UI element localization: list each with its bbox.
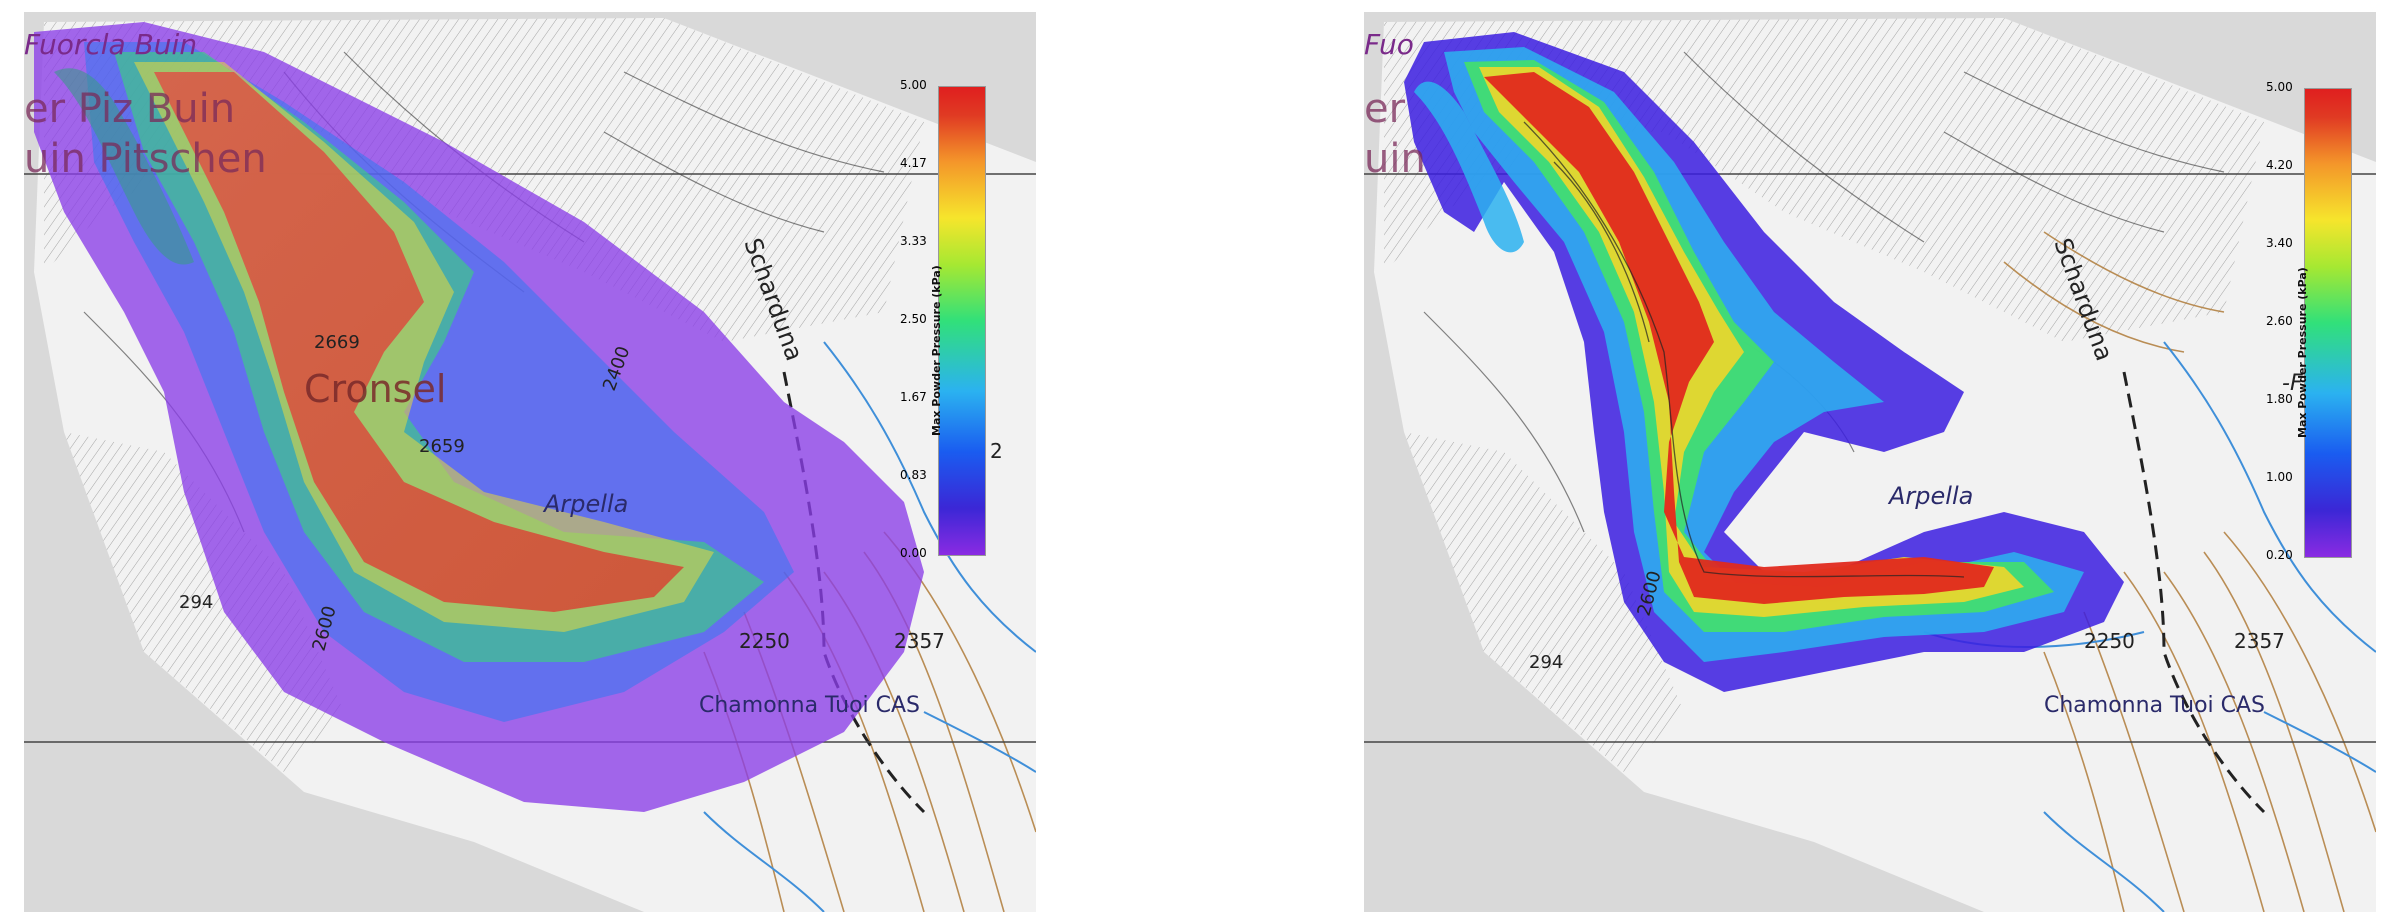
colorbar-tick: 1.00 xyxy=(2266,470,2293,484)
label-elev-294: 294 xyxy=(1529,652,1563,673)
map-left-svg: Fuorcla Buin er Piz Buin uin Pitschen Cr… xyxy=(24,18,1036,912)
colorbar-title: Max Powder Pressure (kPa) xyxy=(930,265,943,436)
label-pass: Fuorcla Buin xyxy=(24,28,197,61)
rock-terrain-2 xyxy=(64,432,344,772)
map-panel-right: Fuo er uin Scharduna Arpella Chamonna Tu… xyxy=(1364,12,2376,912)
colorbar-tick: 5.00 xyxy=(900,78,927,92)
label-elev-294: 294 xyxy=(179,592,213,613)
label-peak1: er Piz Buin xyxy=(24,86,235,132)
label-elev-2659: 2659 xyxy=(419,436,465,457)
map-right-svg: Fuo er uin Scharduna Arpella Chamonna Tu… xyxy=(1364,18,2376,912)
colorbar-tick: 2.50 xyxy=(900,312,927,326)
colorbar-tick: 0.20 xyxy=(2266,548,2293,562)
rock-terrain-2 xyxy=(1404,432,1684,772)
label-area: Arpella xyxy=(542,490,628,518)
label-area: Arpella xyxy=(1887,482,1973,510)
colorbar-tick: 1.67 xyxy=(900,390,927,404)
map-panel-left: Fuorcla Buin er Piz Buin uin Pitschen Cr… xyxy=(24,12,1036,912)
avalanche-lobe xyxy=(54,68,194,265)
colorbar-tick: 2.60 xyxy=(2266,314,2293,328)
label-ridge: Cronsel xyxy=(304,367,446,411)
label-hut: Chamonna Tuoi CAS xyxy=(2044,693,2265,718)
label-peak1: er xyxy=(1364,86,1406,132)
avalanche-core xyxy=(154,72,684,612)
trail xyxy=(2122,371,2266,814)
label-elev-2250: 2250 xyxy=(739,629,790,653)
avalanche-lobe xyxy=(1414,81,1524,253)
avalanche-core xyxy=(1484,72,1994,604)
label-pass: Fuo xyxy=(1364,28,1414,61)
label-hut: Chamonna Tuoi CAS xyxy=(699,693,920,718)
core-contours xyxy=(1523,121,1965,578)
colorbar-title: Max Powder Pressure (kPa) xyxy=(2296,267,2309,438)
colorbar-tick: 0.00 xyxy=(900,546,927,560)
label-stray: -F xyxy=(2282,371,2303,396)
colorbar-gradient xyxy=(2304,88,2352,558)
colorbar-tick: 1.80 xyxy=(2266,392,2293,406)
label-elev-2357: 2357 xyxy=(894,629,945,653)
contour-lines xyxy=(2003,231,2376,912)
colorbar-tick: 3.40 xyxy=(2266,236,2293,250)
label-elev-2357: 2357 xyxy=(2234,629,2285,653)
label-peak2: uin xyxy=(1364,136,1426,182)
colorbar-tick: 5.00 xyxy=(2266,80,2293,94)
label-stray: 2 xyxy=(990,439,1003,463)
colorbar-tick: 0.83 xyxy=(900,468,927,482)
label-peak2: uin Pitschen xyxy=(24,136,267,182)
label-elev-2669: 2669 xyxy=(314,332,360,353)
colorbar-tick: 4.17 xyxy=(900,156,927,170)
label-elev-2250: 2250 xyxy=(2084,629,2135,653)
colorbar-tick: 3.33 xyxy=(900,234,927,248)
colorbar-gradient xyxy=(938,86,986,556)
colorbar-tick: 4.20 xyxy=(2266,158,2293,172)
